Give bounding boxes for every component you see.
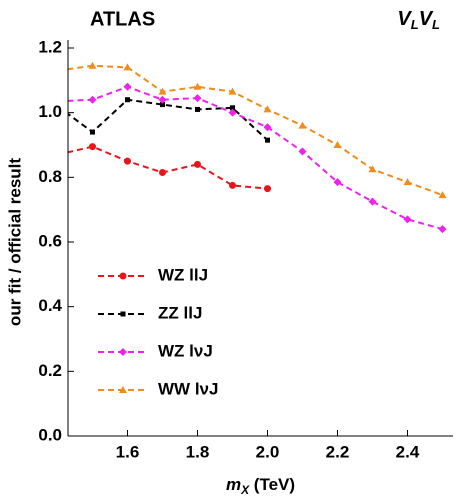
subtitle: VLVL xyxy=(397,8,440,32)
y-tick-label: 0.0 xyxy=(38,425,62,444)
point xyxy=(158,95,167,104)
point xyxy=(123,82,132,91)
subtitle-part: L xyxy=(432,17,440,32)
y-tick-label: 0.4 xyxy=(38,296,62,315)
series-line xyxy=(68,85,443,231)
plot-area xyxy=(54,61,447,234)
x-label-part: (TeV) xyxy=(249,475,295,494)
legend-label: WZ llJ xyxy=(158,265,208,284)
y-tick-label: 0.2 xyxy=(38,361,62,380)
y-tick-label: 0.6 xyxy=(38,231,62,250)
x-tick-label: 1.8 xyxy=(186,442,210,461)
point xyxy=(438,191,447,199)
point xyxy=(158,87,167,95)
point xyxy=(193,94,202,103)
point xyxy=(90,129,95,135)
point xyxy=(298,147,307,156)
point xyxy=(193,82,202,90)
point xyxy=(438,225,447,234)
y-tick-label: 1.2 xyxy=(38,37,62,56)
x-tick-label: 2.4 xyxy=(396,442,420,461)
point xyxy=(124,157,131,165)
legend-label: ZZ llJ xyxy=(158,303,202,322)
x-axis-label: mX (TeV) xyxy=(226,475,295,497)
point xyxy=(125,97,130,103)
x-label-part: X xyxy=(240,483,250,497)
y-tick-label: 0.8 xyxy=(38,167,62,186)
point xyxy=(194,160,201,168)
legend-marker xyxy=(120,311,126,317)
y-axis-label: our fit / official result xyxy=(5,158,24,326)
x-tick-label: 2.0 xyxy=(256,442,280,461)
subtitle-part: L xyxy=(411,17,419,32)
legend-marker xyxy=(119,348,127,356)
point xyxy=(228,87,237,95)
subtitle-part: V xyxy=(397,8,412,30)
point xyxy=(333,141,342,148)
point xyxy=(229,181,236,189)
point xyxy=(159,168,166,176)
point xyxy=(368,197,377,206)
point xyxy=(230,105,235,111)
point xyxy=(264,185,271,193)
y-tick-label: 1.0 xyxy=(38,102,62,121)
point xyxy=(195,106,200,112)
point xyxy=(54,67,62,74)
point xyxy=(403,215,412,224)
legend-label: WW lνJ xyxy=(158,379,218,398)
point xyxy=(88,95,97,104)
point xyxy=(333,178,342,187)
point xyxy=(298,121,307,129)
point xyxy=(160,102,165,108)
x-tick-label: 1.6 xyxy=(116,442,140,461)
point xyxy=(265,137,270,143)
point xyxy=(54,151,61,158)
x-label-part: m xyxy=(226,475,241,494)
x-tick-label: 2.2 xyxy=(326,442,350,461)
point xyxy=(263,123,272,132)
point xyxy=(228,108,237,117)
series-line xyxy=(68,145,268,190)
series-line xyxy=(68,64,443,197)
point xyxy=(263,105,272,113)
point xyxy=(123,63,132,71)
point xyxy=(89,143,96,151)
point xyxy=(403,178,412,186)
legend-label: WZ lνJ xyxy=(158,341,213,360)
legend-marker xyxy=(119,272,127,280)
chart-title: ATLAS xyxy=(90,8,155,30)
legend-marker xyxy=(119,386,127,393)
point xyxy=(88,61,97,69)
subtitle-part: V xyxy=(419,8,434,30)
point xyxy=(368,165,377,173)
